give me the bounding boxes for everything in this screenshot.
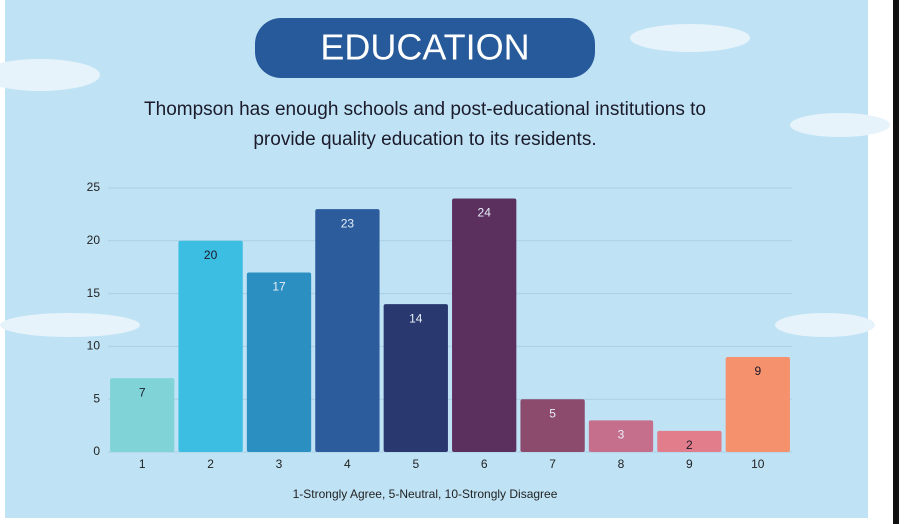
x-tick-label: 9: [686, 457, 693, 471]
bar: [315, 209, 380, 452]
x-tick-label: 10: [751, 457, 765, 471]
x-tick-label: 6: [481, 457, 488, 471]
y-tick-label: 0: [93, 444, 100, 458]
value-label: 14: [409, 311, 423, 325]
bar: [657, 430, 722, 452]
bar: [246, 272, 312, 452]
value-label: 7: [139, 385, 146, 399]
x-tick-label: 4: [344, 457, 351, 471]
title-pill: [255, 18, 595, 78]
x-tick-label: 1: [139, 457, 146, 471]
y-tick-label: 5: [93, 391, 100, 405]
x-tick-label: 8: [618, 457, 625, 471]
bar: [178, 240, 243, 452]
x-axis-label: 1-Strongly Agree, 5-Neutral, 10-Strongly…: [293, 487, 558, 501]
value-label: 9: [754, 364, 761, 378]
bar: [452, 198, 517, 452]
clouds: [0, 24, 890, 337]
value-label: 5: [549, 406, 556, 420]
x-tick-label: 3: [276, 457, 283, 471]
bar: [725, 356, 790, 452]
value-label: 2: [686, 438, 693, 452]
y-tick-label: 25: [87, 180, 101, 194]
y-tick-label: 15: [87, 286, 101, 300]
x-tick-label: 7: [549, 457, 556, 471]
subtitle: Thompson has enough schools and post-edu…: [144, 99, 706, 120]
value-label: 24: [478, 206, 492, 220]
bar: [383, 304, 448, 452]
value-label: 17: [272, 280, 286, 294]
chart-title: EDUCATION: [320, 27, 529, 68]
y-tick-label: 10: [87, 339, 101, 353]
bar: [110, 378, 175, 452]
value-label: 20: [204, 248, 218, 262]
bar: [588, 420, 654, 452]
frame-edge: [893, 0, 899, 524]
value-label: 23: [341, 216, 355, 230]
bar: [520, 399, 585, 452]
x-tick-label: 2: [207, 457, 214, 471]
x-tick-label: 5: [412, 457, 419, 471]
y-tick-label: 20: [87, 233, 101, 247]
value-label: 3: [618, 427, 625, 441]
subtitle: provide quality education to its residen…: [253, 129, 596, 150]
